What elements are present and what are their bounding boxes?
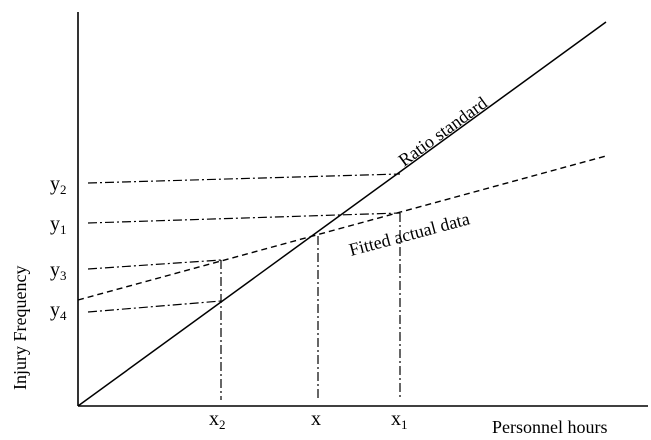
- ratio-standard-label: Ratio standard: [395, 93, 491, 171]
- fitted-actual-data-line: [77, 155, 607, 301]
- y-tick-y1: y1: [50, 213, 67, 237]
- fitted-actual-data-label: Fitted actual data: [347, 208, 472, 259]
- y-tick-y4: y4: [50, 299, 67, 323]
- y-axis-title: Injury Frequency: [10, 266, 30, 390]
- ratio-standard-line: [77, 21, 607, 407]
- y-tick-y2: y2: [50, 173, 67, 197]
- y-tick-y3: y3: [50, 259, 67, 283]
- x-tick-x2: x2: [209, 408, 226, 432]
- guide-y3: [87, 259, 222, 270]
- guide-y4: [87, 300, 222, 313]
- guide-y1: [87, 212, 401, 224]
- x-tick-x1: x1: [391, 408, 408, 432]
- x-axis-title: Personnel hours: [492, 417, 608, 437]
- guide-y2: [87, 173, 401, 184]
- x-tick-x: x: [311, 408, 321, 430]
